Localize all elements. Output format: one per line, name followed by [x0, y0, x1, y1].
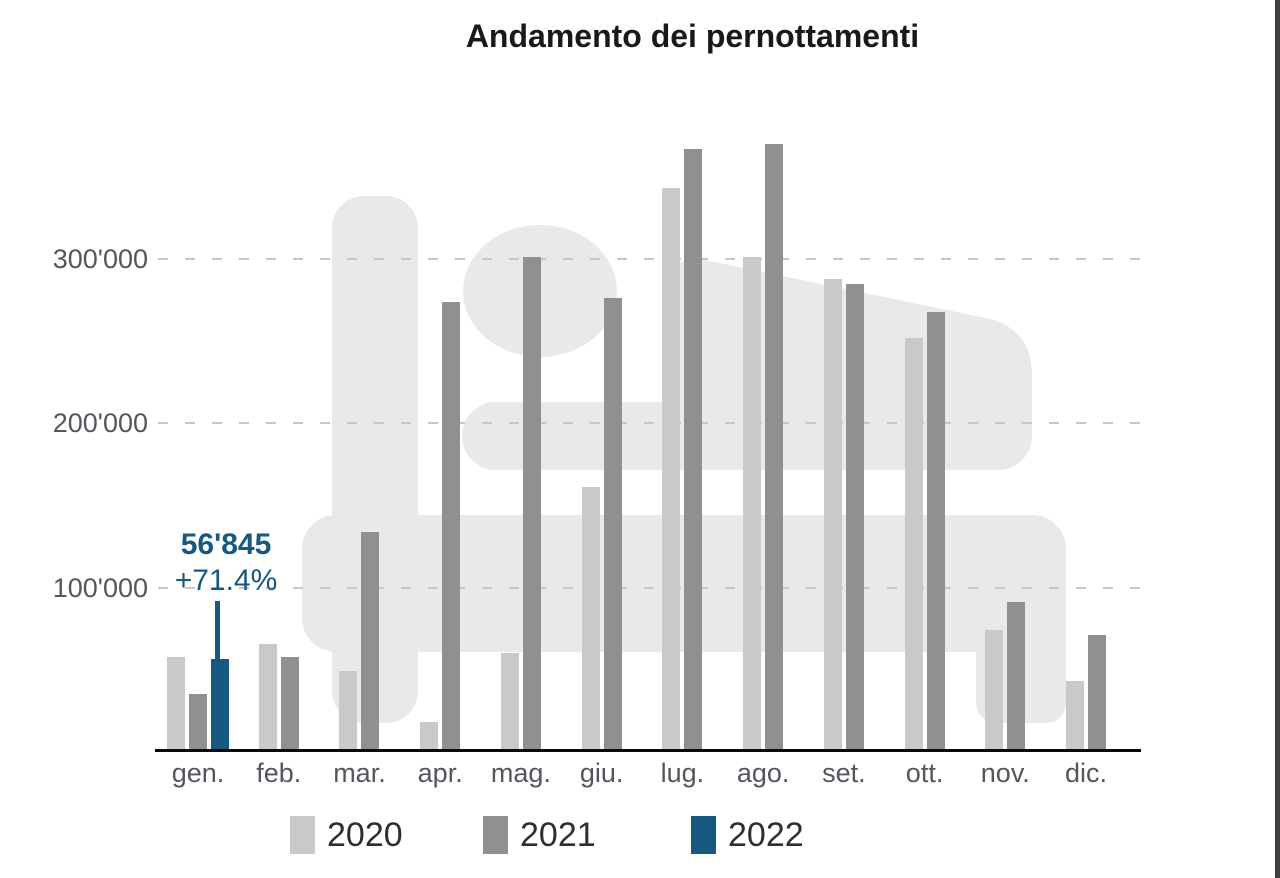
bar-2020-feb — [258, 643, 277, 752]
bar-2021-apr — [442, 301, 461, 752]
x-tick-label-ago: ago. — [736, 758, 790, 788]
legend-swatch-2020 — [290, 816, 315, 854]
bar-2021-lug — [684, 148, 703, 752]
bar-2020-giu — [581, 487, 600, 752]
annotation-change: +71.4% — [174, 564, 278, 597]
bar-2020-lug — [662, 188, 681, 752]
gridline-200000 — [158, 422, 1156, 425]
x-tick-label-lug: lug. — [660, 758, 705, 788]
y-tick-label-200000: 200'000 — [52, 408, 148, 439]
bar-2020-set — [823, 278, 842, 752]
x-tick-label-mag: mag. — [490, 758, 551, 788]
legend-swatch-2022 — [691, 816, 716, 854]
bar-2021-set — [845, 283, 864, 752]
bar-2021-giu — [603, 298, 622, 752]
bar-2021-dic — [1088, 635, 1107, 752]
bar-2021-ago — [765, 143, 784, 752]
legend-swatch-2021 — [483, 816, 508, 854]
x-tick-label-mar: mar. — [333, 758, 386, 788]
legend-label-2021: 2021 — [520, 816, 596, 854]
gridline-300000 — [158, 258, 1156, 260]
y-tick-label-100000: 100'000 — [52, 572, 148, 603]
bar-2021-nov — [1007, 602, 1026, 752]
x-tick-label-ott: ott. — [905, 758, 944, 788]
bar-2020-mar — [339, 671, 358, 752]
scrollbar[interactable] — [1275, 0, 1280, 878]
bar-2021-feb — [280, 656, 299, 752]
x-axis-line — [155, 749, 1141, 752]
page-title: Andamento dei pernottamenti — [465, 18, 920, 54]
bar-2022-gen — [211, 658, 229, 752]
y-tick-label-300000: 300'000 — [52, 244, 148, 274]
bar-2020-dic — [1066, 681, 1085, 752]
bar-2020-gen — [167, 656, 185, 752]
bar-2021-gen — [189, 694, 207, 752]
x-tick-label-apr: apr. — [417, 758, 463, 788]
bar-2021-mar — [361, 531, 380, 752]
gridline-100000 — [158, 586, 1156, 589]
bar-2020-ott — [904, 337, 923, 752]
x-tick-label-nov: nov. — [980, 758, 1030, 788]
x-tick-label-feb: feb. — [256, 758, 302, 788]
bar-2020-mag — [500, 653, 519, 752]
annotation-value: 56'845 — [180, 528, 272, 561]
bar-2020-nov — [985, 630, 1004, 752]
x-tick-label-gen: gen. — [171, 758, 225, 788]
x-tick-label-giu: giu. — [579, 758, 624, 788]
x-tick-label-set: set. — [822, 758, 866, 788]
legend-label-2020: 2020 — [327, 816, 403, 854]
bar-2020-apr — [420, 722, 439, 752]
annotation-pointer-line — [215, 601, 220, 659]
bar-2020-ago — [743, 257, 762, 752]
bar-2021-mag — [522, 257, 541, 752]
legend-label-2022: 2022 — [728, 816, 804, 854]
bar-2021-ott — [926, 311, 945, 752]
legend: 2020 2021 2022 — [0, 814, 1280, 858]
x-tick-label-dic: dic. — [1065, 758, 1108, 788]
